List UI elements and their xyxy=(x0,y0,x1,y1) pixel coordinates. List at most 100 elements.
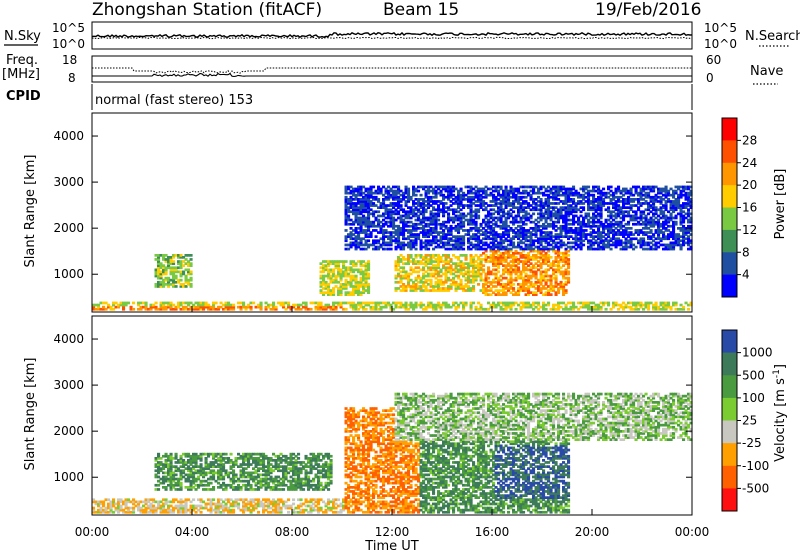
power-cell-2230 xyxy=(474,200,478,203)
power-cell-3465 xyxy=(559,214,563,218)
power-cell-3077 xyxy=(534,280,538,284)
power-cell-4171 xyxy=(632,185,636,189)
power-cell-2550 xyxy=(499,283,503,286)
power-cell-951 xyxy=(374,204,378,207)
power-cell-2038 xyxy=(459,187,463,191)
power-cell-2048 xyxy=(462,268,466,272)
power-cell-1647 xyxy=(432,214,436,218)
power-cell-1079 xyxy=(389,212,393,216)
velocity-cell-82 xyxy=(134,504,138,508)
power-cell-1627 xyxy=(432,274,436,278)
power-cell-3618 xyxy=(572,241,576,245)
power-cell-2941 xyxy=(524,260,528,263)
power-cell-3059 xyxy=(532,227,536,230)
power-cell-120 xyxy=(164,276,168,280)
power-cell-678 xyxy=(354,243,358,247)
power-cell-1529 xyxy=(424,241,428,245)
power-cell-1802 xyxy=(444,280,448,284)
power-cell-1277 xyxy=(404,187,408,191)
power-cell-2125 xyxy=(467,189,471,193)
power-cell-4665 xyxy=(687,185,691,189)
power-cell-4446 xyxy=(664,237,668,241)
power-cell-1447 xyxy=(419,287,423,290)
power-cell-3894 xyxy=(602,303,606,307)
power-cell-582 xyxy=(347,208,351,212)
power-cell-3002 xyxy=(529,305,533,309)
power-cell-1990 xyxy=(457,214,461,218)
velocity-cell-126 xyxy=(154,475,158,479)
power-cell-520 xyxy=(342,270,346,274)
power-cell-240 xyxy=(187,262,191,265)
power-cell-4260 xyxy=(644,243,648,247)
power-cell-2513 xyxy=(497,280,501,284)
power-cell-4330 xyxy=(652,239,656,243)
power-cell-848 xyxy=(364,202,368,205)
power-cell-3835 xyxy=(594,189,598,193)
velocity-cell-39 xyxy=(112,504,116,508)
power-cell-4062 xyxy=(619,195,623,199)
power-cell-2774 xyxy=(512,202,516,205)
power-cell-1890 xyxy=(449,216,453,220)
velocity-cell-56 xyxy=(119,500,123,504)
power-cell-1271 xyxy=(404,204,408,207)
power-cell-870 xyxy=(367,245,371,249)
power-cell-298 xyxy=(227,307,231,311)
power-cell-944 xyxy=(374,239,378,243)
power-cell-1384 xyxy=(414,287,418,290)
power-cell-4385 xyxy=(657,218,661,222)
power-cell-2029 xyxy=(459,212,463,216)
power-cell-2357 xyxy=(484,220,488,224)
power-cell-3806 xyxy=(592,208,596,212)
power-cell-2011 xyxy=(459,264,463,267)
power-cell-67 xyxy=(154,254,158,257)
power-cell-1549 xyxy=(427,303,431,307)
power-cell-35 xyxy=(129,307,133,311)
power-cell-4437 xyxy=(662,189,666,193)
power-cell-4491 xyxy=(669,241,673,245)
power-cell-3571 xyxy=(567,235,571,238)
power-cell-4273 xyxy=(644,200,648,203)
power-cell-1999 xyxy=(457,191,461,195)
power-cell-292 xyxy=(222,307,226,311)
power-cell-2968 xyxy=(527,303,531,307)
velocity-cell-101 xyxy=(144,500,148,504)
power-cell-1173 xyxy=(397,200,401,203)
power-cell-1344 xyxy=(409,195,413,199)
power-cell-3150 xyxy=(539,262,543,265)
power-cell-701 xyxy=(357,307,361,311)
power-cell-4556 xyxy=(677,243,681,247)
power-cell-2931 xyxy=(524,289,528,292)
power-cell-1912 xyxy=(452,243,456,247)
power-cell-3570 xyxy=(567,237,571,241)
power-cell-3591 xyxy=(569,305,573,309)
power-cell-1177 xyxy=(397,189,401,193)
power-cell-4371 xyxy=(654,185,658,189)
power-cell-467 xyxy=(332,268,336,272)
velocity-cell-219 xyxy=(169,481,173,485)
power-cell-4107 xyxy=(624,198,628,201)
power-cell-525 xyxy=(344,307,348,311)
power-cell-779 xyxy=(359,185,363,189)
power-cell-4642 xyxy=(687,243,691,247)
power-cell-2971 xyxy=(527,291,531,294)
power-cell-1373 xyxy=(412,202,416,205)
power-cell-2805 xyxy=(514,214,518,218)
power-cell-1477 xyxy=(422,289,426,292)
power-cell-622 xyxy=(349,195,353,199)
power-cell-3778 xyxy=(589,231,593,234)
power-cell-1859 xyxy=(447,208,451,212)
power-cell-1041 xyxy=(387,301,391,305)
velocity-cell-110 xyxy=(149,506,153,510)
power-cell-3323 xyxy=(549,202,553,205)
power-cell-585 xyxy=(347,200,351,203)
power-cell-3426 xyxy=(557,227,561,230)
power-cell-2888 xyxy=(522,303,526,307)
power-cell-973 xyxy=(377,191,381,195)
power-cell-1695 xyxy=(434,185,438,189)
power-cell-340 xyxy=(272,303,276,307)
power-cell-2674 xyxy=(507,280,511,284)
power-cell-796 xyxy=(362,243,366,247)
power-cell-1356 xyxy=(412,260,416,263)
power-cell-1746 xyxy=(439,245,443,249)
power-cell-3854 xyxy=(597,212,601,216)
